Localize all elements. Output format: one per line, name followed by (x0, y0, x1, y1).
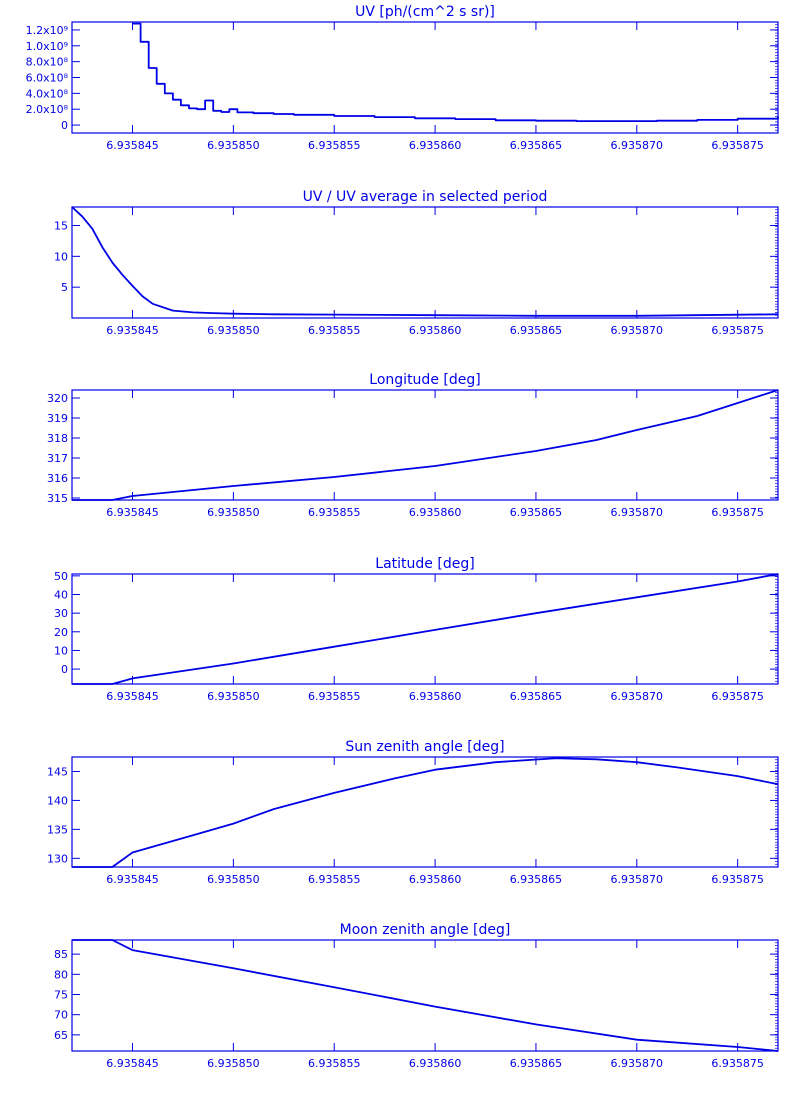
x-tick-label: 6.935860 (409, 506, 462, 519)
y-tick-label: 80 (54, 968, 68, 981)
y-tick-label: 40 (54, 589, 68, 602)
x-tick-label: 6.935845 (106, 506, 159, 519)
series-line (71, 206, 779, 317)
y-tick-label: 6.0x10⁸ (26, 72, 69, 85)
y-tick-label: 10 (54, 250, 68, 263)
x-tick-label: 6.935845 (106, 1057, 159, 1070)
y-tick-label: 319 (47, 412, 68, 425)
x-tick-label: 6.935855 (308, 506, 361, 519)
x-tick-label: 6.935860 (409, 139, 462, 152)
y-tick-label: 318 (47, 432, 68, 445)
y-tick-label: 316 (47, 472, 68, 485)
x-tick-label: 6.935850 (207, 506, 260, 519)
y-tick-label: 4.0x10⁸ (26, 87, 69, 100)
x-tick-label: 6.935850 (207, 324, 260, 337)
y-tick-label: 145 (47, 765, 68, 778)
x-tick-label: 6.935860 (409, 873, 462, 886)
x-tick-label: 6.935875 (711, 506, 764, 519)
x-tick-label: 6.935875 (711, 324, 764, 337)
series-line (72, 573, 779, 685)
x-tick-label: 6.935860 (409, 690, 462, 703)
y-tick-label: 135 (47, 823, 68, 836)
y-tick-label: 2.0x10⁸ (26, 103, 69, 116)
panel-1: UV [ph/(cm^2 s sr)] 6.935845 6.935850 6.935… (26, 4, 779, 152)
panel-5: Sun zenith angle [deg] 6.935845 6.935850 6.… (47, 739, 779, 886)
x-tick-label: 6.935865 (510, 506, 563, 519)
x-tick-label: 6.935845 (106, 690, 159, 703)
x-tick-label: 6.935865 (510, 873, 563, 886)
y-tick-label: 315 (47, 492, 68, 505)
x-tick-label: 6.935860 (409, 1057, 462, 1070)
y-tick-label: 15 (54, 220, 68, 233)
x-tick-label: 6.935845 (106, 324, 159, 337)
y-tick-label: 10 (54, 644, 68, 657)
plot-frame (71, 389, 779, 501)
plot-frame (71, 939, 779, 1052)
x-tick-label: 6.935870 (611, 690, 664, 703)
panel-4: Latitude [deg] 6.935845 6.935850 6.935855 6.… (54, 556, 779, 703)
x-tick-label: 6.935865 (510, 690, 563, 703)
x-tick-label: 6.935865 (510, 324, 563, 337)
series-line (132, 22, 779, 122)
y-tick-label: 140 (47, 794, 68, 807)
x-tick-label: 6.935875 (711, 690, 764, 703)
y-tick-label: 30 (54, 607, 68, 620)
x-tick-label: 6.935850 (207, 873, 260, 886)
panel-title: Sun zenith angle [deg] (345, 739, 504, 755)
x-tick-label: 6.935875 (711, 873, 764, 886)
y-tick-label: 0 (61, 663, 68, 676)
y-tick-label: 20 (54, 626, 68, 639)
x-tick-label: 6.935855 (308, 324, 361, 337)
y-tick-label: 0 (61, 119, 68, 132)
x-tick-label: 6.935870 (611, 506, 664, 519)
x-tick-label: 6.935845 (106, 139, 159, 152)
y-tick-label: 75 (54, 988, 68, 1001)
x-tick-label: 6.935875 (711, 1057, 764, 1070)
y-tick-label: 8.0x10⁸ (26, 56, 69, 69)
x-tick-label: 6.935870 (611, 324, 664, 337)
panel-title: UV [ph/(cm^2 s sr)] (355, 4, 495, 20)
x-tick-label: 6.935845 (106, 873, 159, 886)
panel-title: Longitude [deg] (369, 372, 480, 388)
series-line (72, 757, 779, 868)
panel-title: UV / UV average in selected period (303, 189, 548, 205)
x-tick-label: 6.935870 (611, 139, 664, 152)
x-tick-label: 6.935855 (308, 873, 361, 886)
y-tick-label: 50 (54, 570, 68, 583)
y-tick-label: 65 (54, 1029, 68, 1042)
y-tick-label: 320 (47, 392, 68, 405)
x-tick-label: 6.935850 (207, 690, 260, 703)
plot-frame (71, 573, 779, 685)
x-tick-label: 6.935855 (308, 139, 361, 152)
plot-frame (71, 21, 779, 134)
panel-title: Moon zenith angle [deg] (340, 922, 511, 938)
x-tick-label: 6.935850 (207, 1057, 260, 1070)
y-tick-label: 1.2x10⁹ (26, 24, 68, 37)
x-tick-label: 6.935850 (207, 139, 260, 152)
panel-3: Longitude [deg] 6.935845 6.935850 6.935855 6… (47, 372, 779, 519)
series-line (72, 389, 779, 501)
y-tick-label: 70 (54, 1009, 68, 1022)
panel-title: Latitude [deg] (375, 556, 474, 572)
plot-frame (71, 206, 779, 319)
y-tick-label: 130 (47, 852, 68, 865)
series-line (72, 939, 779, 1052)
y-tick-label: 317 (47, 452, 68, 465)
x-tick-label: 6.935855 (308, 690, 361, 703)
panel-6: Moon zenith angle [deg] 6.935845 6.935850 6… (54, 922, 779, 1070)
x-tick-label: 6.935855 (308, 1057, 361, 1070)
plot-frame (71, 756, 779, 868)
x-tick-label: 6.935870 (611, 1057, 664, 1070)
y-tick-label: 5 (61, 281, 68, 294)
x-tick-label: 6.935860 (409, 324, 462, 337)
y-tick-label: 85 (54, 948, 68, 961)
x-tick-label: 6.935865 (510, 139, 563, 152)
x-tick-label: 6.935875 (711, 139, 764, 152)
panel-2: UV / UV average in selected period 6.9358… (54, 189, 779, 337)
x-tick-label: 6.935870 (611, 873, 664, 886)
x-tick-label: 6.935865 (510, 1057, 563, 1070)
y-tick-label: 1.0x10⁹ (26, 40, 68, 53)
